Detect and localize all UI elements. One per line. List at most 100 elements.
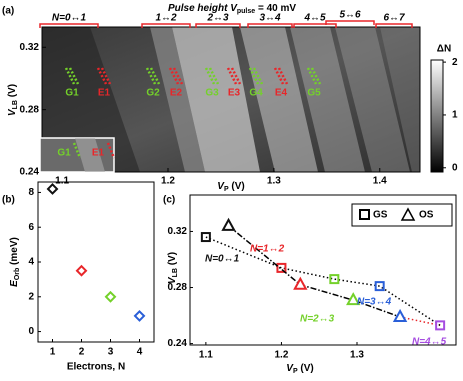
- y-axis-label: EOrb (meV): [9, 237, 21, 287]
- transition-bracket: [195, 23, 241, 28]
- y-axis-label: VLB (V): [167, 252, 179, 284]
- x-axis-label-part: V: [286, 363, 294, 374]
- line-marker: [208, 67, 220, 85]
- line-marker: [145, 67, 157, 85]
- colorbar-tick-label: 0: [452, 162, 458, 173]
- line-marker: [306, 67, 318, 85]
- diamond-marker: [104, 290, 117, 303]
- colorbar-tick-label: 1: [452, 110, 458, 121]
- transition-bracket: [325, 20, 375, 25]
- square-marker: [374, 281, 385, 292]
- inset-stripe: [75, 138, 105, 172]
- transition-label: 2↔3: [206, 13, 229, 24]
- line-label: G5: [307, 88, 321, 99]
- transition-bracket: [141, 23, 191, 28]
- y-axis-label-part: (V): [167, 252, 178, 268]
- triangle-marker: [346, 292, 361, 306]
- x-tick-label: 1.4: [373, 176, 387, 187]
- x-tick-label: 1.3: [267, 176, 281, 187]
- x-tick-label: 1.1: [199, 350, 213, 361]
- x-axis-label: VP (V): [286, 363, 313, 375]
- y-tick-label: 0.24: [20, 167, 40, 178]
- line-marker: [168, 67, 180, 85]
- y-axis-label-part: E: [9, 280, 20, 287]
- annotation: N=2↔3: [300, 314, 335, 325]
- x-tick-label: 1: [50, 347, 56, 358]
- plot-frame: [41, 26, 421, 173]
- legend-triangle: [400, 207, 416, 221]
- legend-label: GS: [373, 210, 388, 221]
- y-axis-label-part: Orb: [14, 268, 21, 280]
- transition-bracket: [39, 23, 99, 28]
- line-marker: [226, 67, 238, 85]
- y-axis-label-part: (meV): [9, 237, 20, 268]
- transition-label: 5↔6: [339, 10, 361, 21]
- x-tick-label: 1.2: [274, 350, 288, 361]
- triangle-marker: [293, 276, 308, 290]
- y-axis-label-part: LB: [172, 268, 179, 277]
- panel-label: (c): [163, 195, 175, 206]
- line-label: E4: [275, 88, 288, 99]
- transition-bracket: [375, 23, 413, 28]
- line-label: G1: [65, 88, 79, 99]
- diamond-marker: [75, 264, 88, 277]
- x-axis-label-part: P: [224, 186, 229, 193]
- y-tick-label: 0.32: [20, 42, 40, 53]
- panel-label: (b): [2, 195, 15, 206]
- y-tick-label: 8: [28, 187, 34, 198]
- x-axis-label-part: (V): [298, 363, 314, 374]
- transition-label: 3↔4: [259, 13, 281, 24]
- x-axis-label-part: (V): [229, 181, 245, 192]
- chart-title: Pulse height Vpulse = 40 mV: [168, 3, 296, 15]
- transition-label: 4↔5: [303, 13, 326, 24]
- line-marker: [100, 67, 112, 85]
- x-axis-label: VP (V): [217, 181, 244, 193]
- line-marker: [68, 67, 80, 85]
- legend-square: [359, 209, 370, 220]
- line-marker: [277, 67, 289, 85]
- x-tick-label: 1.1: [55, 176, 69, 187]
- y-axis-label-part: V: [7, 108, 18, 116]
- line-marker: [172, 67, 184, 85]
- x-tick-label: 1.2: [161, 176, 175, 187]
- y-tick-label: 2: [28, 291, 34, 302]
- transition-label: 1↔2: [155, 13, 177, 24]
- series-line: [228, 225, 401, 318]
- panel-label: (a): [2, 6, 14, 17]
- y-tick-label: 0.28: [168, 282, 188, 293]
- y-axis-label-part: (V): [7, 84, 18, 100]
- square-marker: [329, 274, 340, 285]
- x-tick-label: 3: [108, 347, 114, 358]
- triangle-marker: [221, 217, 236, 231]
- chart-title-part: pulse: [237, 8, 255, 15]
- inset-label: E1: [92, 148, 105, 159]
- square-marker: [200, 232, 211, 243]
- diamond-marker: [133, 309, 146, 322]
- y-tick-label: 0: [28, 326, 34, 337]
- y-axis-label-part: V: [167, 276, 178, 284]
- colorbar-tick-label: 2: [452, 57, 458, 68]
- y-tick-label: 6: [28, 222, 34, 233]
- line-marker: [96, 67, 108, 85]
- y-axis-label: VLB (V): [7, 84, 19, 116]
- x-tick-label: 4: [137, 347, 143, 358]
- line-marker: [149, 67, 161, 85]
- transition-label: N=0↔1: [52, 13, 87, 24]
- line-label: G4: [249, 88, 263, 99]
- line-marker: [248, 67, 260, 85]
- line-marker: [204, 67, 216, 85]
- x-axis-label-part: P: [293, 368, 298, 375]
- transition-label: 6↔7: [383, 13, 405, 24]
- line-marker: [310, 67, 322, 85]
- x-tick-label: 2: [79, 347, 85, 358]
- line-marker: [106, 142, 116, 159]
- x-axis-label: Electrons, N: [67, 362, 125, 373]
- line-label: E1: [98, 88, 111, 99]
- line-label: E2: [170, 88, 183, 99]
- line-marker: [273, 67, 285, 85]
- line-label: E3: [228, 88, 241, 99]
- line-marker: [64, 67, 76, 85]
- y-tick-label: 4: [28, 257, 34, 268]
- annotation: N=4↔5: [412, 337, 447, 348]
